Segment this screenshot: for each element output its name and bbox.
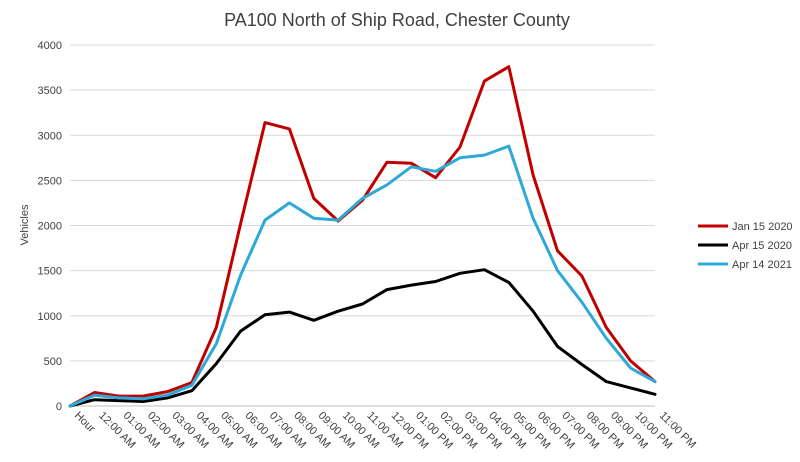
legend: Jan 15 2020 Apr 15 2020 Apr 14 2021 — [698, 221, 793, 271]
y-tick-label: 2500 — [38, 175, 62, 187]
y-tick-label: 1000 — [38, 311, 62, 323]
y-axis-ticks: 0 500 1000 1500 2000 2500 3000 3500 4000 — [38, 40, 62, 413]
series-lines — [68, 65, 657, 408]
series-line-1 — [68, 268, 657, 408]
x-tick-label: Hour — [72, 410, 98, 436]
legend-label-2: Apr 14 2021 — [732, 259, 792, 271]
series-line-2 — [68, 144, 657, 408]
y-axis-title: Vehicles — [19, 204, 31, 245]
y-tick-label: 3000 — [38, 130, 62, 142]
chart-title: PA100 North of Ship Road, Chester County — [224, 10, 570, 30]
gridlines — [70, 44, 655, 407]
y-tick-label: 3500 — [38, 85, 62, 97]
y-tick-label: 0 — [56, 401, 62, 413]
y-tick-label: 4000 — [38, 40, 62, 52]
y-tick-label: 1500 — [38, 266, 62, 278]
y-tick-label: 2000 — [38, 221, 62, 233]
legend-label-0: Jan 15 2020 — [732, 221, 793, 233]
legend-label-1: Apr 15 2020 — [732, 240, 792, 252]
y-tick-label: 500 — [44, 356, 62, 368]
